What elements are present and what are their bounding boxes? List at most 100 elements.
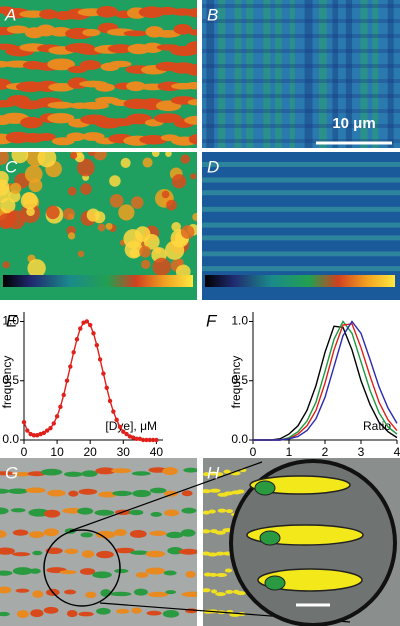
texture: [79, 568, 96, 575]
texture: [46, 205, 60, 220]
texture: [161, 190, 170, 199]
point: [61, 392, 66, 398]
texture: [214, 530, 226, 535]
texture: [133, 588, 148, 596]
texture: [40, 468, 63, 476]
texture: [82, 28, 101, 37]
texture: [180, 154, 190, 164]
texture: [360, 0, 368, 148]
point: [140, 437, 146, 443]
texture: [6, 210, 26, 230]
texture: [26, 207, 35, 217]
texture: [112, 490, 133, 497]
texture: [78, 488, 98, 495]
texture: [332, 0, 339, 148]
texture: [202, 109, 400, 113]
texture: [109, 193, 124, 208]
x-axis-label: [Dye], μM: [105, 419, 157, 433]
colorbar: [205, 275, 395, 287]
texture: [12, 552, 31, 557]
texture: [81, 550, 95, 558]
texture: [264, 575, 286, 591]
texture: [129, 529, 147, 538]
texture: [109, 591, 132, 597]
texture: [0, 471, 16, 476]
texture: [64, 589, 77, 595]
y-tick-label: 0.5: [2, 373, 19, 387]
texture: [154, 30, 181, 38]
texture: [202, 266, 400, 272]
texture: [44, 509, 61, 518]
texture: [181, 591, 197, 598]
point: [51, 421, 56, 426]
point: [137, 436, 143, 442]
texture: [114, 528, 127, 536]
texture: [171, 174, 187, 189]
panel-label: H: [207, 463, 220, 482]
texture: [77, 158, 95, 177]
texture: [224, 568, 233, 573]
texture: [274, 0, 282, 148]
texture: [163, 570, 177, 576]
texture: [142, 157, 153, 168]
point: [131, 435, 136, 440]
texture: [216, 572, 228, 577]
texture: [0, 197, 16, 214]
x-tick-label: 20: [84, 445, 98, 459]
x-tick-label: 40: [150, 445, 164, 459]
point: [107, 398, 113, 404]
texture: [186, 41, 197, 52]
texture: [289, 0, 295, 148]
y-axis-label: frequency: [229, 356, 243, 409]
texture: [188, 133, 197, 145]
texture: [78, 611, 94, 617]
texture: [93, 152, 107, 161]
texture: [29, 568, 41, 574]
texture: [185, 570, 196, 578]
texture: [203, 529, 211, 534]
texture: [120, 157, 131, 168]
texture: [217, 508, 227, 513]
texture: [0, 611, 10, 617]
point: [68, 364, 73, 369]
point: [38, 431, 43, 437]
point: [54, 414, 60, 419]
texture: [79, 60, 102, 70]
x-axis-label: Ratio: [363, 419, 391, 433]
texture: [263, 0, 271, 148]
point: [74, 337, 80, 342]
x-tick-label: 0: [250, 445, 257, 459]
texture: [202, 251, 400, 257]
texture: [223, 469, 231, 474]
texture: [165, 590, 177, 595]
texture: [183, 467, 197, 473]
texture: [96, 550, 114, 559]
texture: [145, 567, 166, 575]
texture: [15, 588, 30, 593]
texture: [184, 115, 197, 125]
texture: [109, 175, 121, 187]
texture: [123, 30, 148, 37]
texture: [154, 113, 182, 124]
point: [48, 425, 53, 431]
point: [97, 357, 103, 362]
texture: [162, 609, 180, 618]
texture: [202, 235, 400, 241]
texture: [28, 531, 45, 538]
texture: [171, 222, 181, 232]
texture: [180, 529, 196, 537]
texture: [254, 480, 276, 496]
point: [71, 350, 76, 355]
texture: [37, 152, 57, 168]
texture: [234, 0, 242, 148]
texture: [80, 183, 92, 195]
texture: [185, 64, 197, 76]
texture: [64, 471, 83, 477]
texture: [150, 511, 162, 517]
point: [94, 342, 100, 348]
image-g: [0, 458, 197, 626]
point: [21, 420, 27, 425]
texture: [164, 490, 178, 497]
texture: [32, 590, 44, 598]
